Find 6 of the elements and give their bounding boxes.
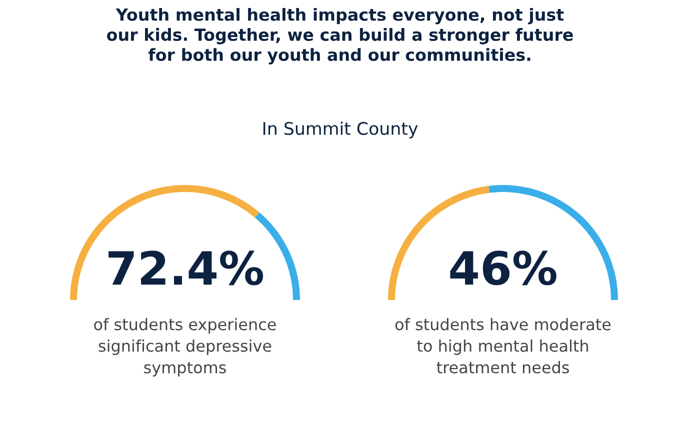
text: of students experience significant depressive symptoms (94, 318, 276, 377)
data-label: 46% (450, 250, 556, 286)
text: of students have moderate to high mental health treatment needs (395, 318, 611, 374)
text: Youth mental health impacts everyone, not just our kids. Together, we can build a stronger future for both our youth and our communities. (107, 8, 573, 64)
data-label: 72.4% (108, 250, 264, 286)
text: In Summit County (263, 122, 418, 138)
